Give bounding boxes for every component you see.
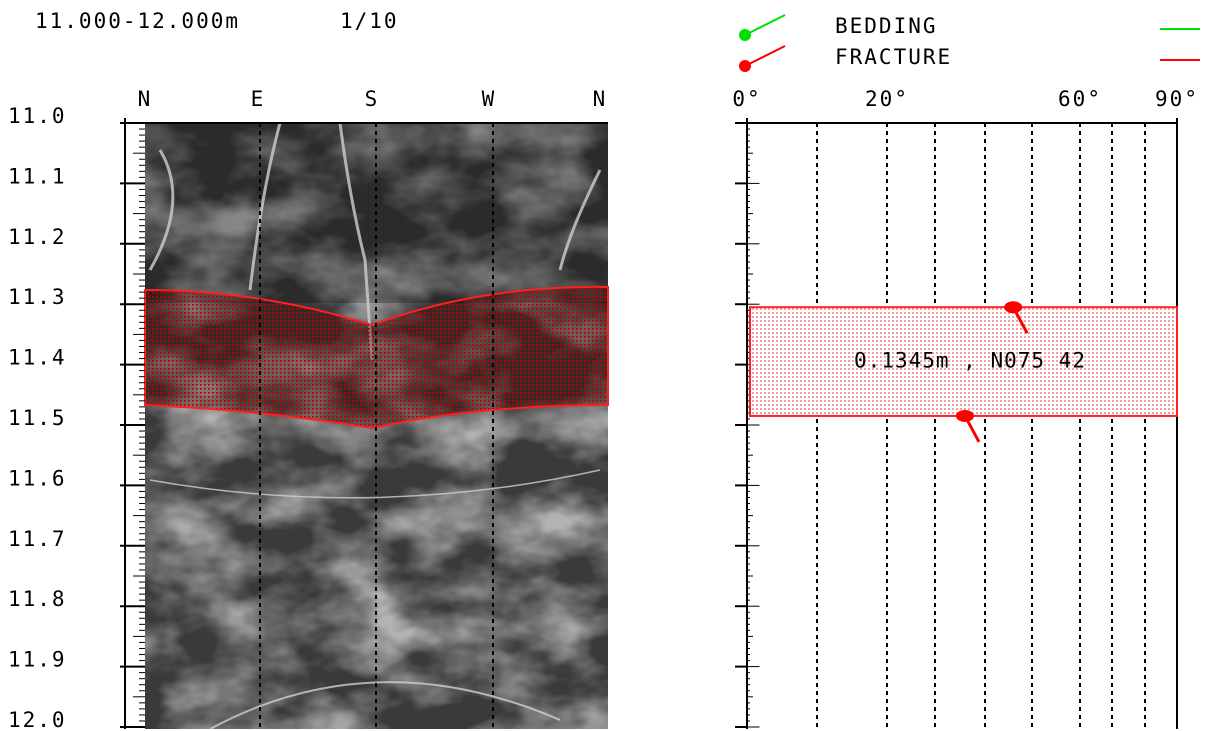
azimuth-label: W <box>482 87 497 111</box>
depth-label: 11.2 <box>8 225 67 249</box>
depth-label: 11.1 <box>8 164 67 188</box>
dip-grid <box>816 123 1146 729</box>
legend-head <box>739 29 751 41</box>
depth-label: 11.9 <box>8 648 67 672</box>
legend-label: BEDDING <box>835 14 938 38</box>
depth-label: 11.8 <box>8 587 67 611</box>
azimuth-label: N <box>593 87 608 111</box>
zone-label: 0.1345m , N075 42 <box>854 349 1086 373</box>
veins <box>148 122 602 730</box>
azimuth-label: E <box>251 87 266 111</box>
fracture-zone <box>749 306 1178 417</box>
azimuth-label: S <box>365 87 380 111</box>
legend-head <box>739 60 751 72</box>
legend-label: FRACTURE <box>835 45 952 69</box>
legend-tail <box>744 14 786 36</box>
azimuth-label: N <box>138 87 153 111</box>
depth-label: 11.3 <box>8 285 67 309</box>
depth-label: 11.4 <box>8 346 67 370</box>
dip-label: 60° <box>1058 87 1102 111</box>
azimuth-lines <box>259 123 494 729</box>
interval: 11.000-12.000m <box>35 9 240 33</box>
depth-label: 11.7 <box>8 527 67 551</box>
depth-label: 11.0 <box>8 104 67 128</box>
scale: 1/10 <box>340 9 399 33</box>
legend-tail <box>744 45 786 67</box>
dip-label: 90° <box>1155 87 1199 111</box>
tadpole <box>956 409 974 422</box>
depth-label: 11.6 <box>8 466 67 490</box>
tadpole <box>1004 301 1023 314</box>
dip-label: 0° <box>732 87 761 111</box>
dip-label: 20° <box>865 87 909 111</box>
depth-label: 11.5 <box>8 406 67 430</box>
depth-label: 12.0 <box>8 708 67 731</box>
